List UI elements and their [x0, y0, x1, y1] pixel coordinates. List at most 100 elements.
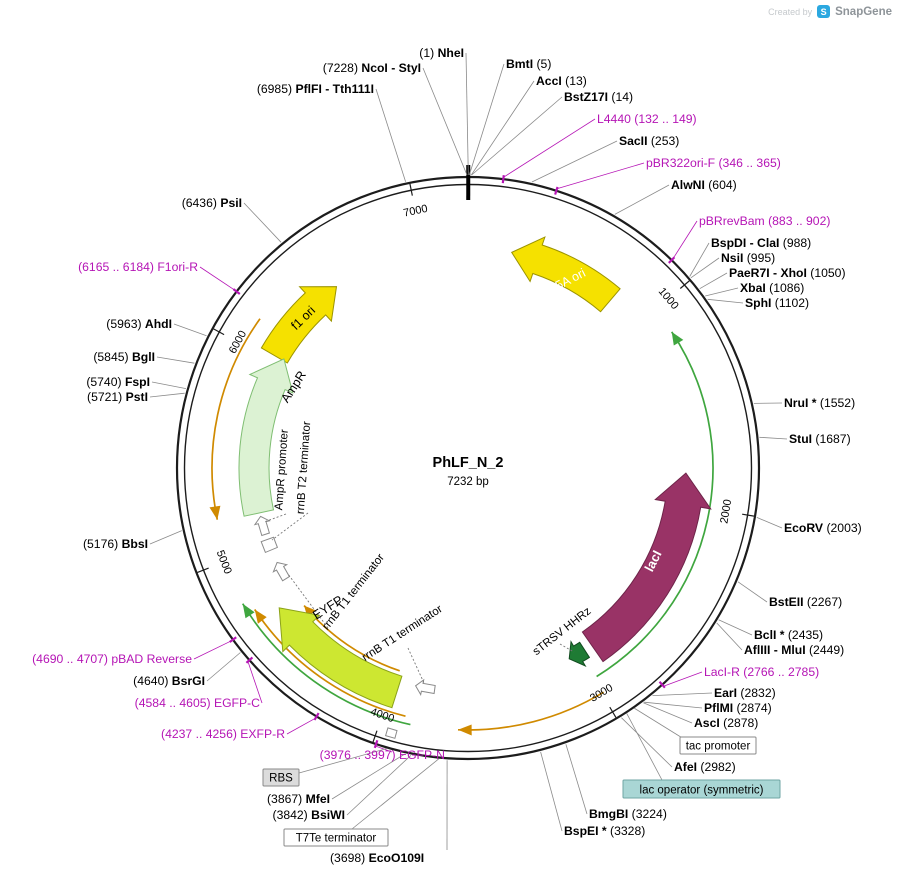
- rrnb-t1-terminator-glyph-a[interactable]: [272, 561, 291, 582]
- site-label-pbad-reverse[interactable]: (4690 .. 4707) pBAD Reverse: [32, 652, 192, 666]
- site-label-afliii-mlui[interactable]: AflIII - MluI (2449): [744, 643, 844, 657]
- snapgene-logo-icon: S: [817, 5, 831, 18]
- site-label-nrui[interactable]: NruI * (1552): [784, 396, 855, 410]
- site-label-asci[interactable]: AscI (2878): [694, 716, 758, 730]
- site-label-pbr322ori-f[interactable]: pBR322ori-F (346 .. 365): [646, 156, 781, 170]
- watermark-brand: SnapGene: [835, 5, 892, 18]
- site-label-afei[interactable]: AfeI (2982): [674, 760, 736, 774]
- feature-p15a-ori[interactable]: [510, 236, 621, 313]
- feature-strsv-hhrz[interactable]: [568, 640, 591, 667]
- callout-line: [286, 717, 316, 735]
- callout-line: [298, 748, 388, 774]
- scale-tick: [372, 730, 378, 743]
- site-label-bcli[interactable]: BclI * (2435): [754, 628, 823, 642]
- site-label-sacii[interactable]: SacII (253): [619, 134, 679, 148]
- site-label-pflmi[interactable]: PflMI (2874): [704, 701, 772, 715]
- callout-line: [503, 118, 596, 178]
- callout-line: [652, 692, 713, 696]
- site-label-alwni[interactable]: AlwNI (604): [671, 178, 737, 192]
- site-label-f1ori-r[interactable]: (6165 .. 6184) F1ori-R: [78, 260, 198, 274]
- scale-tick-label: 5000: [214, 549, 234, 576]
- site-label-ncoi-styi[interactable]: (7228) NcoI - StyI: [323, 61, 421, 75]
- site-label-ahdi[interactable]: (5963) AhdI: [106, 317, 172, 331]
- site-label-nhei[interactable]: (1) NheI: [419, 46, 464, 60]
- site-label-bstz17i[interactable]: BstZ17I (14): [564, 90, 633, 104]
- orf-arc-arrowhead: [254, 609, 267, 624]
- site-label-bgli[interactable]: (5845) BglI: [93, 350, 155, 364]
- site-label-bsiwi[interactable]: (3842) BsiWI: [273, 808, 345, 822]
- site-label-ecoo109i[interactable]: (3698) EcoO109I: [330, 851, 424, 865]
- site-label-bsteii[interactable]: BstEII (2267): [769, 595, 842, 609]
- callout-line: [644, 701, 703, 709]
- site-label-pflfi-tth111i[interactable]: (6985) PflFI - Tth111I: [257, 82, 374, 96]
- callout-line: [705, 287, 739, 297]
- lac-operator-box[interactable]: [622, 779, 781, 799]
- orf-arc-arrowhead: [209, 505, 221, 520]
- rrnb-t1-terminator-glyph-b[interactable]: [414, 678, 436, 696]
- tac-promoter-box[interactable]: [679, 736, 757, 755]
- watermark: Created by S SnapGene: [768, 5, 892, 18]
- site-label-ecorv[interactable]: EcoRV (2003): [784, 521, 862, 535]
- callout-line: [643, 702, 693, 724]
- feature-f1-ori[interactable]: [260, 286, 338, 364]
- site-label-bspei[interactable]: BspEI * (3328): [564, 824, 645, 838]
- site-label-fspi[interactable]: (5740) FspI: [86, 375, 150, 389]
- orf-arc-arrowhead: [458, 724, 472, 736]
- callout-line: [614, 184, 670, 215]
- orf-arc: [241, 603, 411, 726]
- site-label-egfp-c[interactable]: (4584 .. 4605) EGFP-C: [135, 696, 261, 710]
- site-label-bmti[interactable]: BmtI (5): [506, 57, 551, 71]
- feature-eyfp[interactable]: [278, 607, 403, 709]
- callout-line: [199, 266, 236, 291]
- site-label-mfei[interactable]: (3867) MfeI: [267, 792, 330, 806]
- dotted-leader-line: [287, 573, 329, 629]
- watermark-prefix: Created by: [768, 6, 813, 17]
- site-label-l4440[interactable]: L4440 (132 .. 149): [597, 112, 697, 126]
- scale-tick: [609, 706, 617, 718]
- site-label-pbrrevbam[interactable]: pBRrevBam (883 .. 902): [699, 214, 830, 228]
- site-label-acci[interactable]: AccI (13): [536, 74, 587, 88]
- scale-tick: [213, 328, 225, 336]
- site-label-stui[interactable]: StuI (1687): [789, 432, 851, 446]
- scale-tick-label: 1000: [656, 286, 681, 312]
- callout-line: [151, 381, 187, 389]
- site-label-exfp-r[interactable]: (4237 .. 4256) EXFP-R: [161, 727, 285, 741]
- callout-line: [672, 220, 698, 259]
- callout-line: [716, 622, 743, 651]
- feature-text-ampr-promoter-label: AmpR promoter: [273, 429, 291, 511]
- callout-line: [468, 63, 505, 176]
- primer-tick: [554, 186, 559, 195]
- site-label-egfp-n[interactable]: (3976 .. 3997) EGFP-N: [320, 748, 445, 762]
- site-label-sphi[interactable]: SphI (1102): [745, 296, 809, 310]
- callout-line: [621, 717, 673, 768]
- rrnb-t2-terminator-glyph[interactable]: [260, 536, 279, 554]
- callout-line: [149, 530, 182, 545]
- site-label-bbsi[interactable]: (5176) BbsI: [83, 537, 148, 551]
- callout-line: [156, 356, 195, 364]
- t7te-terminator-box[interactable]: [283, 828, 389, 847]
- scale-tick-label: 4000: [369, 706, 396, 725]
- feature-text-rrnb-t1-terminator-label-b: rrnB T1 terminator: [360, 603, 445, 664]
- ampr-promoter-glyph[interactable]: [253, 515, 271, 537]
- rbs-glyph[interactable]: [384, 727, 398, 739]
- site-label-laci-r[interactable]: LacI-R (2766 .. 2785): [704, 665, 819, 679]
- site-label-psii[interactable]: (6436) PsiI: [182, 196, 242, 210]
- scale-tick: [742, 513, 755, 517]
- site-label-bsrgi[interactable]: (4640) BsrGI: [133, 674, 205, 688]
- site-label-bmgbi[interactable]: BmgBI (3224): [589, 807, 667, 821]
- feature-ampr[interactable]: [238, 358, 294, 517]
- site-label-nsii[interactable]: NsiI (995): [721, 251, 775, 265]
- orf-arc: [457, 691, 605, 731]
- feature-laci[interactable]: [581, 472, 712, 663]
- site-label-psti[interactable]: (5721) PstI: [87, 390, 148, 404]
- site-label-paer7i-xhoi[interactable]: PaeR7I - XhoI (1050): [729, 266, 846, 280]
- site-label-xbai[interactable]: XbaI (1086): [740, 281, 804, 295]
- site-label-eari[interactable]: EarI (2832): [714, 686, 776, 700]
- callout-line: [690, 257, 720, 279]
- site-label-bspdi-clai[interactable]: BspDI - ClaI (988): [711, 236, 811, 250]
- callout-line: [718, 619, 753, 636]
- callout-line: [707, 298, 744, 304]
- callout-line: [540, 751, 563, 832]
- rbs-box[interactable]: [262, 768, 300, 787]
